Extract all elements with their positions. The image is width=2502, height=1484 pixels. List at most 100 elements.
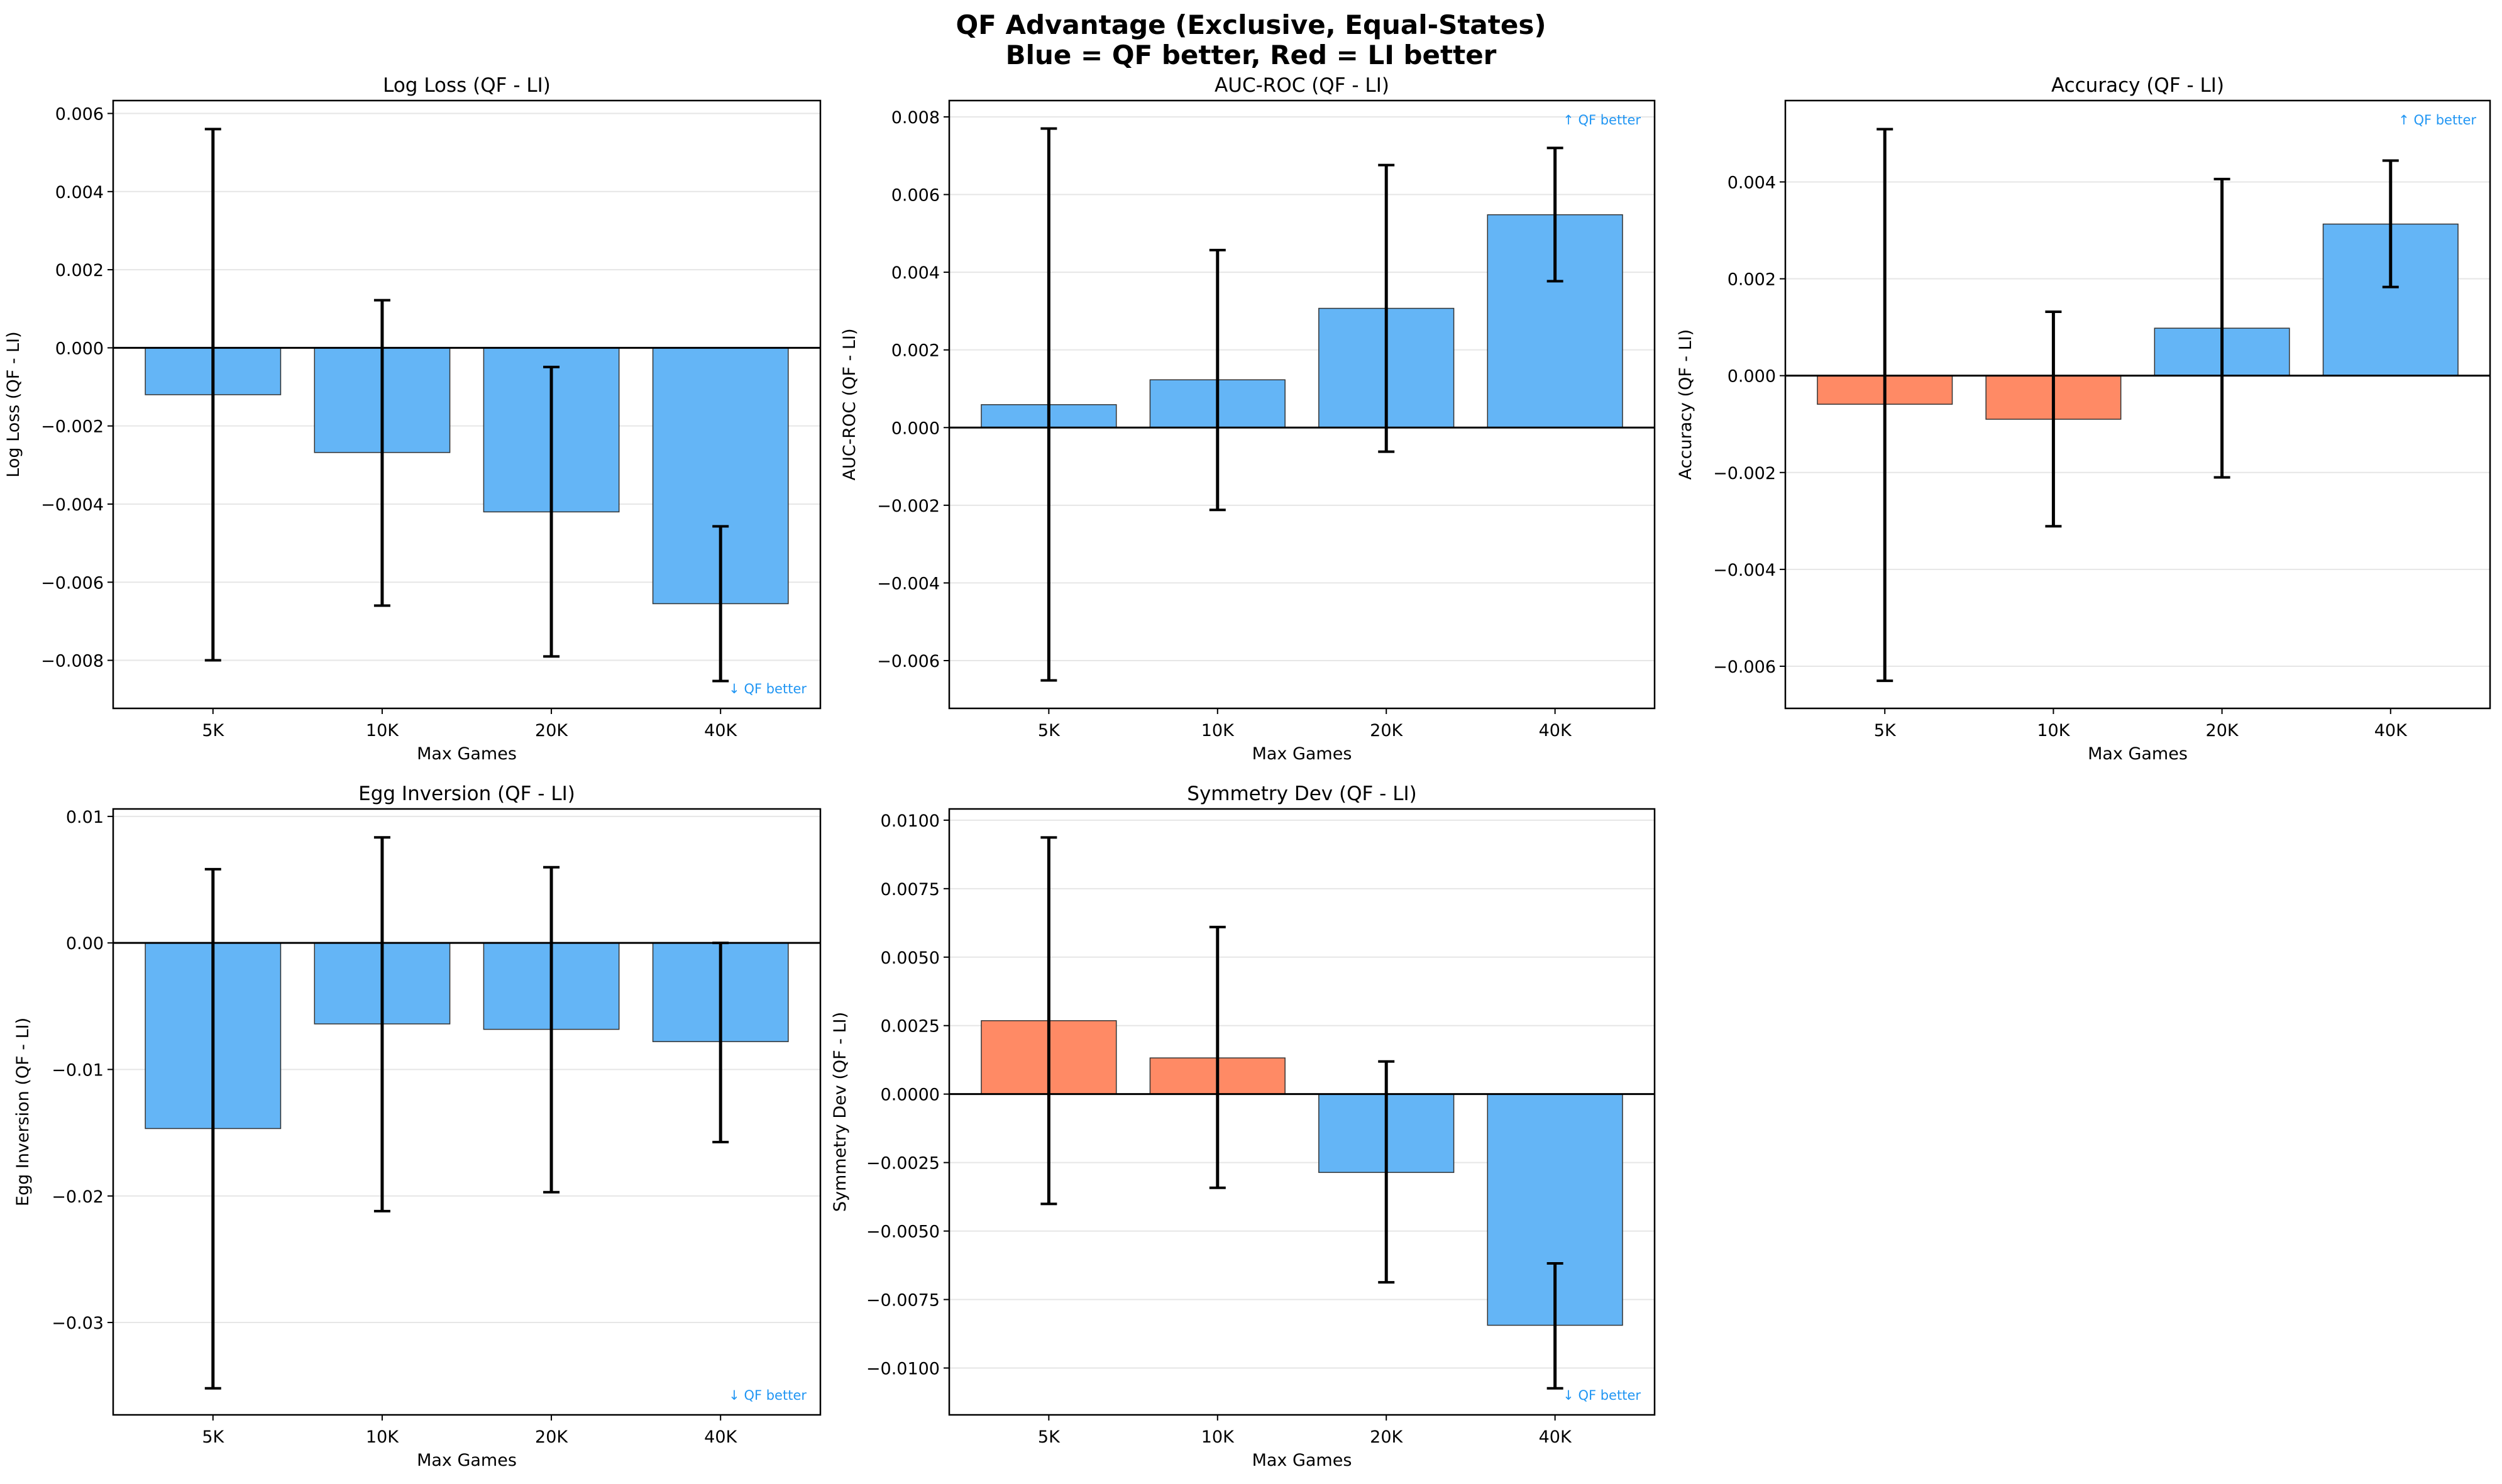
x-tick-label: 40K (2374, 721, 2408, 740)
subplot-title: Egg Inversion (QF - LI) (358, 783, 575, 805)
suptitle-line-1: QF Advantage (Exclusive, Equal-States) (956, 9, 1546, 40)
axes-frame (1784, 99, 2491, 710)
y-tick-label: −0.03 (52, 1314, 104, 1333)
y-tick-label: 0.00 (66, 934, 104, 954)
errorbar-40K (1546, 146, 1563, 283)
y-tick-label: −0.02 (52, 1187, 104, 1207)
errorbar-10K (1209, 248, 1226, 512)
x-tick-label: 5K (202, 721, 224, 740)
errorbar-5K (1876, 128, 1893, 683)
errorbar-20K (1378, 163, 1395, 453)
y-tick-label: 0.002 (891, 341, 940, 361)
y-tick-label: 0.0050 (881, 948, 940, 968)
direction-annotation: ↑ QF better (1563, 113, 1641, 128)
x-tick-label: 5K (1874, 721, 1897, 740)
x-axis-label: Max Games (1252, 1451, 1352, 1470)
x-tick-label: 5K (1038, 721, 1061, 740)
y-tick-label: 0.0075 (881, 880, 940, 899)
y-tick-label: 0.004 (1728, 173, 1776, 192)
subplot-title: AUC-ROC (QF - LI) (1215, 74, 1389, 97)
y-tick-label: −0.0025 (866, 1154, 940, 1173)
y-tick-label: −0.004 (41, 495, 104, 515)
axes-frame (948, 99, 1656, 710)
errorbar-10K (373, 299, 390, 607)
y-axis-label: Log Loss (QF - LI) (4, 331, 23, 477)
y-tick-label: −0.006 (1713, 657, 1776, 677)
subplot-title: Accuracy (QF - LI) (2051, 74, 2224, 97)
y-axis-label: AUC-ROC (QF - LI) (840, 328, 859, 480)
y-tick-label: 0.000 (55, 339, 104, 358)
y-tick-label: 0.0025 (881, 1017, 940, 1036)
x-tick-label: 10K (1201, 721, 1235, 740)
x-tick-label: 20K (535, 721, 568, 740)
subplot-title: Log Loss (QF - LI) (383, 74, 551, 97)
x-tick-label: 40K (704, 721, 737, 740)
y-tick-label: −0.004 (877, 574, 940, 593)
direction-annotation: ↑ QF better (2398, 113, 2476, 128)
x-tick-label: 40K (1539, 721, 1572, 740)
errorbar-5K (204, 128, 221, 662)
x-tick-label: 5K (202, 1427, 224, 1447)
x-tick-label: 10K (366, 1427, 399, 1447)
y-tick-label: 0.01 (66, 808, 104, 827)
y-tick-label: 0.0000 (881, 1086, 940, 1105)
errorbar-5K (1040, 836, 1057, 1206)
x-tick-label: 20K (2206, 721, 2239, 740)
errorbar-10K (1209, 925, 1226, 1189)
errorbar-20K (543, 866, 560, 1194)
direction-annotation: ↓ QF better (729, 1388, 807, 1403)
errorbar-40K (712, 525, 729, 683)
y-tick-label: 0.002 (1728, 270, 1776, 290)
errorbar-10K (2045, 310, 2062, 528)
errorbar-40K (2382, 159, 2399, 289)
x-tick-label: 10K (1201, 1427, 1235, 1447)
y-tick-label: 0.000 (1728, 367, 1776, 387)
axes-frame (112, 808, 822, 1416)
axes-frame (948, 808, 1656, 1416)
y-tick-label: 0.002 (55, 261, 104, 280)
direction-annotation: ↓ QF better (1563, 1388, 1641, 1403)
y-tick-label: 0.0100 (881, 811, 940, 831)
y-tick-label: −0.0050 (866, 1223, 940, 1242)
y-axis-label: Symmetry Dev (QF - LI) (830, 1012, 850, 1212)
x-tick-label: 20K (1370, 1427, 1403, 1447)
y-axis-label: Accuracy (QF - LI) (1676, 329, 1695, 480)
y-tick-label: −0.0100 (866, 1359, 940, 1378)
y-tick-label: 0.008 (891, 108, 940, 128)
y-tick-label: −0.0075 (866, 1291, 940, 1311)
errorbar-20K (1378, 1060, 1395, 1284)
y-tick-label: 0.000 (891, 419, 940, 438)
y-tick-label: 0.004 (891, 263, 940, 283)
y-tick-label: 0.006 (891, 186, 940, 206)
x-tick-label: 40K (704, 1427, 737, 1447)
x-axis-label: Max Games (1252, 744, 1352, 764)
y-tick-label: −0.006 (41, 573, 104, 593)
errorbar-5K (1040, 127, 1057, 682)
x-tick-label: 10K (366, 721, 399, 740)
subplot-2: −0.006 −0.004 −0.002 0.000 0.002 0.004 5K 10K 20… (1676, 74, 2491, 764)
x-tick-label: 10K (2037, 721, 2070, 740)
x-tick-label: 40K (1539, 1427, 1572, 1447)
y-axis-label: Egg Inversion (QF - LI) (13, 1018, 33, 1206)
y-tick-label: −0.002 (1713, 464, 1776, 483)
errorbar-40K (1546, 1262, 1563, 1390)
subplot-3: −0.03 −0.02 −0.01 0.00 0.01 5K 10K 20K 40K Egg In… (13, 783, 822, 1470)
y-tick-label: −0.002 (877, 497, 940, 516)
y-tick-label: −0.01 (52, 1060, 104, 1080)
subplot-0: −0.008 −0.006 −0.004 −0.002 0.000 0.002 0.004 0… (4, 74, 822, 764)
y-tick-label: −0.002 (41, 417, 104, 437)
subplot-1: −0.006 −0.004 −0.002 0.000 0.002 0.004 0.006 0.… (840, 74, 1656, 764)
y-tick-label: −0.008 (41, 652, 104, 671)
suptitle-line-2: Blue = QF better, Red = LI better (1006, 40, 1497, 70)
x-tick-label: 20K (1370, 721, 1403, 740)
errorbar-40K (712, 942, 729, 1144)
x-axis-label: Max Games (417, 744, 517, 764)
errorbar-10K (373, 836, 390, 1212)
axes-frame (112, 99, 822, 710)
errorbar-20K (2213, 177, 2230, 479)
x-axis-label: Max Games (417, 1451, 517, 1470)
errorbar-20K (543, 365, 560, 658)
direction-annotation: ↓ QF better (729, 681, 807, 696)
subplot-4: −0.0100 −0.0075 −0.0050 −0.0025 0.0000 0.0025… (830, 783, 1656, 1470)
